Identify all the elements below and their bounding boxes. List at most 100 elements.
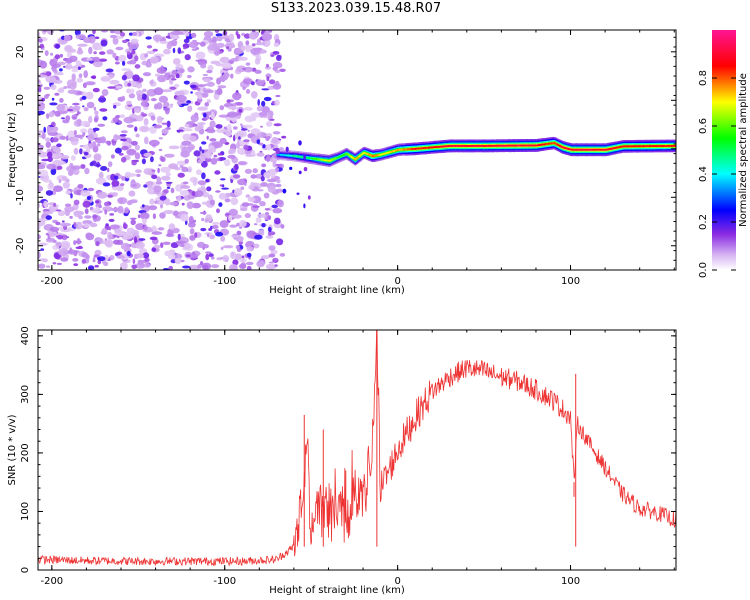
- noise-blob: [60, 257, 69, 262]
- signal-cell: [451, 145, 454, 147]
- transition-blob: [282, 188, 287, 194]
- noise-blob: [80, 164, 86, 169]
- noise-blob: [64, 44, 73, 53]
- noise-blob: [220, 178, 226, 181]
- noise-blob: [67, 249, 76, 255]
- signal-cell: [389, 151, 392, 153]
- noise-blob: [205, 251, 212, 254]
- signal-cell: [282, 154, 285, 156]
- noise-blob: [261, 163, 267, 168]
- noise-blob: [45, 190, 54, 196]
- noise-blob: [176, 129, 185, 132]
- noise-blob: [130, 140, 138, 146]
- noise-blob: [124, 207, 129, 214]
- noise-blob: [110, 30, 115, 34]
- noise-blob: [153, 87, 164, 96]
- noise-blob: [193, 150, 201, 157]
- signal-cell: [300, 156, 303, 158]
- noise-blob: [230, 58, 240, 62]
- noise-blob: [265, 263, 277, 270]
- noise-blob: [136, 173, 141, 177]
- noise-blob: [237, 56, 248, 61]
- signal-cell: [566, 147, 568, 150]
- signal-cell: [491, 144, 494, 147]
- signal-cell: [607, 148, 610, 151]
- signal-cell: [284, 154, 287, 156]
- noise-blob: [49, 102, 58, 106]
- noise-blob: [159, 212, 166, 219]
- noise-blob: [121, 68, 131, 72]
- noise-blob: [161, 175, 171, 181]
- noise-blob: [213, 154, 218, 158]
- transition-blob: [303, 154, 306, 160]
- signal-cell: [454, 144, 456, 147]
- signal-cell: [292, 155, 295, 157]
- noise-blob: [252, 168, 258, 174]
- noise-blob: [247, 129, 250, 132]
- signal-cell: [625, 145, 628, 148]
- noise-blob: [227, 106, 239, 110]
- noise-blob: [197, 84, 206, 88]
- noise-blob: [109, 255, 115, 261]
- signal-cell: [510, 144, 512, 147]
- noise-blob: [216, 42, 225, 48]
- noise-blob: [184, 123, 190, 128]
- signal-cell: [342, 154, 344, 157]
- snr-frame: [37, 329, 677, 571]
- noise-blob: [207, 233, 210, 238]
- noise-blob: [256, 139, 261, 145]
- noise-blob: [250, 128, 261, 135]
- signal-cell: [537, 144, 539, 147]
- signal-cell: [522, 144, 525, 147]
- noise-blob: [119, 114, 126, 119]
- noise-blob: [204, 157, 212, 163]
- noise-blob: [134, 64, 141, 69]
- noise-blob: [267, 226, 272, 233]
- noise-blob: [52, 185, 63, 192]
- noise-blob: [207, 148, 217, 153]
- noise-blob: [159, 195, 167, 201]
- noise-blob: [180, 185, 191, 189]
- signal-cell: [632, 145, 635, 148]
- noise-blob: [141, 158, 146, 165]
- noise-blob: [135, 90, 144, 97]
- noise-blob: [181, 166, 189, 173]
- noise-blob: [140, 127, 148, 131]
- noise-blob: [126, 250, 131, 257]
- signal-cell: [467, 145, 470, 147]
- noise-blob: [192, 123, 198, 127]
- noise-blob: [174, 257, 182, 265]
- noise-blob: [182, 242, 191, 250]
- noise-blob: [59, 68, 63, 72]
- noise-blob: [260, 125, 263, 128]
- signal-cell: [358, 155, 361, 157]
- signal-cell: [471, 144, 474, 147]
- signal-cell: [443, 145, 446, 148]
- colorbar: 0.0 0.2 0.4 0.6 0.8 Normalized spectral ampli…: [698, 30, 749, 278]
- noise-blob: [45, 71, 52, 77]
- noise-blob: [150, 98, 157, 102]
- noise-blob: [57, 234, 63, 240]
- noise-blob: [82, 200, 91, 208]
- snr-panel: -200 -100 0 100 0 100 200 300 400 Height of strai…: [7, 326, 677, 596]
- noise-blob: [243, 139, 250, 143]
- signal-cell: [493, 144, 496, 147]
- signal-cell: [578, 148, 581, 151]
- signal-cell: [501, 144, 504, 147]
- noise-blob: [82, 105, 85, 108]
- signal-cell: [531, 144, 534, 147]
- x-tick-label: 0: [394, 576, 400, 587]
- signal-cell: [669, 145, 672, 147]
- noise-blob: [240, 186, 245, 190]
- signal-cell: [414, 147, 417, 150]
- signal-cell: [593, 148, 595, 151]
- noise-blob: [220, 246, 224, 250]
- noise-blob: [103, 201, 109, 207]
- noise-blob: [46, 163, 57, 170]
- noise-blob: [150, 156, 154, 163]
- noise-blob: [121, 74, 127, 81]
- noise-blob: [46, 93, 50, 97]
- noise-blob: [140, 100, 149, 107]
- noise-blob: [232, 174, 241, 179]
- noise-blob: [46, 265, 51, 268]
